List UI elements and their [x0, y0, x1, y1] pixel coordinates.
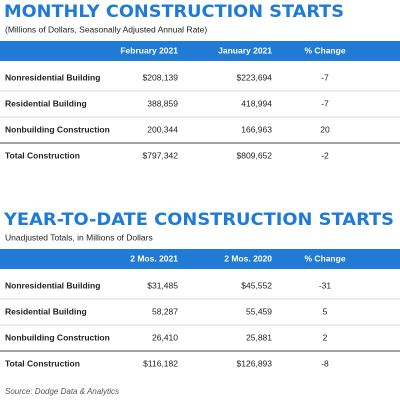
- cell: -7: [321, 98, 329, 108]
- cell: 55,459: [246, 306, 272, 316]
- column-header: February 2021: [120, 45, 178, 55]
- row-label: Total Construction: [5, 150, 80, 160]
- cell: $797,342: [143, 150, 179, 160]
- source: Source: Dodge Data & Analytics: [5, 387, 119, 396]
- cell: 200,344: [147, 124, 178, 134]
- header-bar: [0, 249, 400, 269]
- row-label: Nonbuilding Construction: [5, 332, 110, 342]
- cell: $45,552: [241, 280, 272, 290]
- section-subtitle: Unadjusted Totals, in Millions of Dollar…: [5, 232, 153, 242]
- cell: 25,881: [246, 332, 272, 342]
- section-title: YEAR-TO-DATE CONSTRUCTION STARTS: [3, 210, 394, 230]
- cell: $809,652: [237, 150, 273, 160]
- row-label: Nonresidential Building: [5, 72, 100, 82]
- row-label: Nonresidential Building: [5, 280, 100, 290]
- section-title: MONTHLY CONSTRUCTION STARTS: [4, 2, 344, 22]
- column-header: % Change: [304, 45, 345, 55]
- column-header: 2 Mos. 2021: [130, 253, 178, 263]
- cell: 166,963: [241, 124, 272, 134]
- cell: -8: [321, 358, 329, 368]
- column-header: 2 Mos. 2020: [224, 253, 272, 263]
- column-header: January 2021: [218, 45, 272, 55]
- cell: 388,859: [147, 98, 178, 108]
- cell: $223,694: [237, 72, 273, 82]
- row-label: Residential Building: [5, 306, 87, 316]
- cell: -7: [321, 72, 329, 82]
- column-header: % Change: [304, 253, 345, 263]
- cell: $208,139: [143, 72, 179, 82]
- row-label: Nonbuilding Construction: [5, 124, 110, 134]
- cell: 2: [323, 332, 328, 342]
- cell: $31,485: [147, 280, 178, 290]
- cell: $116,182: [143, 358, 178, 368]
- cell: 20: [320, 124, 330, 134]
- section-subtitle: (Millions of Dollars, Seasonally Adjuste…: [5, 24, 207, 34]
- cell: 26,410: [152, 332, 178, 342]
- cell: 5: [323, 306, 328, 316]
- cell: -31: [319, 280, 332, 290]
- header-bar: [0, 41, 400, 61]
- cell: $126,893: [237, 358, 273, 368]
- cell: 58,287: [152, 306, 178, 316]
- row-label: Residential Building: [5, 98, 87, 108]
- cell: 418,994: [241, 98, 272, 108]
- cell: -2: [321, 150, 329, 160]
- row-label: Total Construction: [5, 358, 80, 368]
